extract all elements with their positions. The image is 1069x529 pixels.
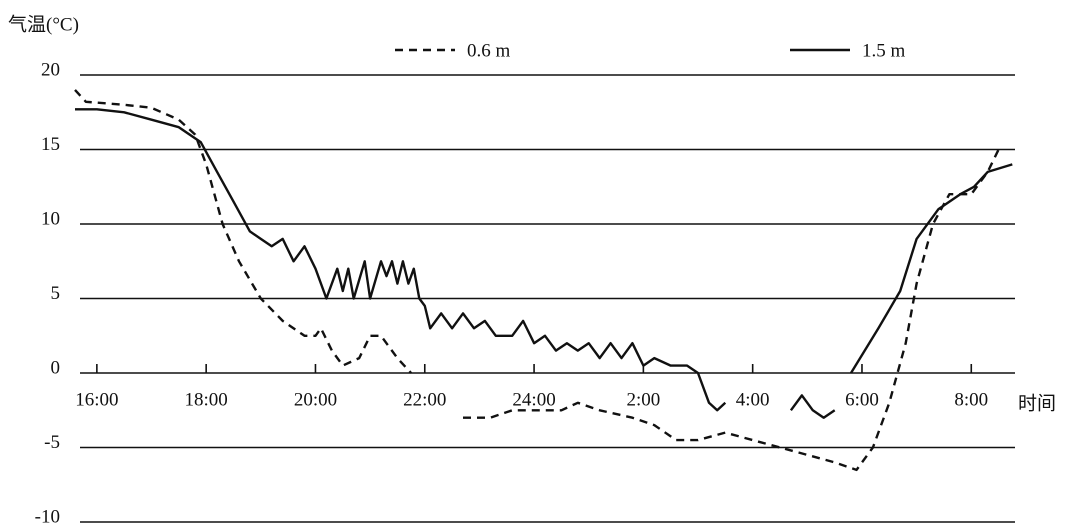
y-tick-label: 20 (41, 59, 60, 80)
y-tick-label: 5 (51, 283, 61, 304)
x-axis-label: 时间 (1018, 392, 1056, 414)
x-tick-label: 20:00 (294, 389, 337, 410)
y-axis-label: 气温(°C) (8, 13, 79, 35)
x-tick-label: 8:00 (954, 389, 988, 410)
x-tick-label: 16:00 (75, 389, 118, 410)
x-tick-label: 6:00 (845, 389, 879, 410)
legend-label: 0.6 m (467, 40, 511, 61)
x-tick-label: 18:00 (185, 389, 228, 410)
y-tick-label: 0 (51, 357, 61, 378)
y-tick-label: -10 (35, 506, 60, 527)
line-series (75, 108, 1013, 419)
line-series (74, 89, 1000, 472)
x-tick-label: 22:00 (403, 389, 446, 410)
x-tick-label: 4:00 (736, 389, 770, 410)
y-tick-label: -5 (44, 432, 60, 453)
x-tick-label: 2:00 (626, 389, 660, 410)
x-tick-label: 24:00 (512, 389, 555, 410)
y-tick-label: 10 (41, 208, 60, 229)
legend-label: 1.5 m (862, 40, 906, 61)
y-tick-label: 15 (41, 134, 60, 155)
